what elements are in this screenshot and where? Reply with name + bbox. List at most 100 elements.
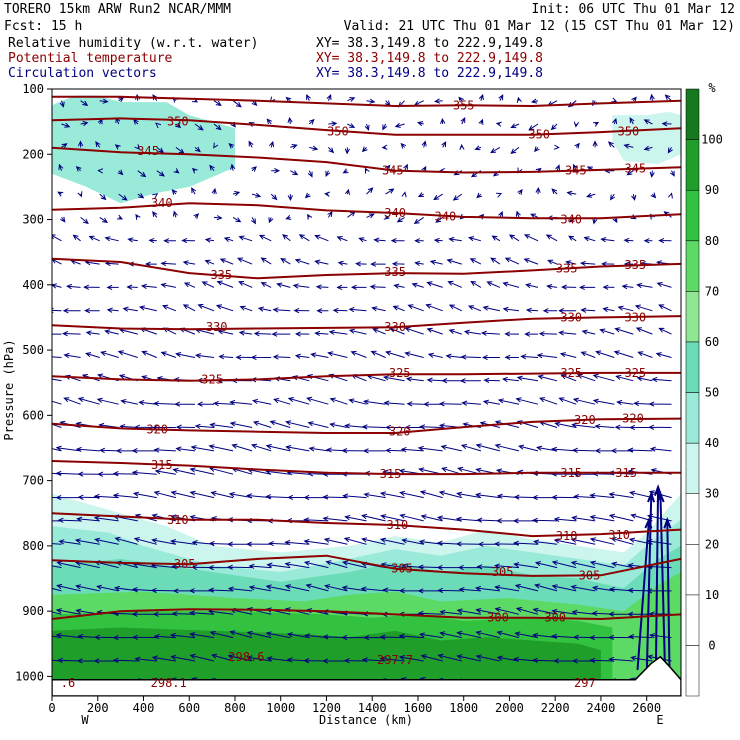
- vector-arrow: [314, 330, 329, 337]
- vector-arrow: [459, 378, 481, 384]
- vector-arrow: [209, 422, 234, 428]
- vector-arrow: [602, 284, 615, 290]
- y-tick-label: 400: [22, 278, 44, 292]
- vector-arrow: [56, 560, 81, 569]
- y-tick-label: 1000: [15, 669, 44, 683]
- vector-arrow: [498, 94, 504, 101]
- vector-arrow: [591, 585, 615, 592]
- vector-arrow: [348, 328, 367, 335]
- theta-label: 345: [137, 144, 159, 158]
- vector-arrow: [589, 537, 615, 545]
- vector-arrow: [306, 396, 329, 405]
- theta-contour-355: [52, 95, 681, 108]
- vector-arrow: [112, 471, 138, 477]
- vector-arrow: [452, 193, 463, 201]
- vector-arrow: [406, 401, 424, 407]
- vector-arrow: [170, 539, 196, 545]
- vector-arrow: [609, 193, 616, 201]
- vector-arrow: [52, 283, 62, 289]
- vector-arrow: [342, 168, 349, 174]
- vector-arrow: [307, 170, 313, 178]
- vector-arrow: [456, 630, 482, 639]
- vector-arrow: [493, 541, 520, 547]
- theta-contour-350: [52, 117, 681, 136]
- vector-arrow: [194, 353, 215, 359]
- vector-arrow: [170, 490, 196, 499]
- vector-arrow: [538, 331, 558, 337]
- vector-arrow: [276, 282, 291, 288]
- vector-arrow: [314, 234, 329, 242]
- vector-arrow: [617, 305, 634, 312]
- vector-arrow: [266, 118, 273, 125]
- humidity-fill-layer: [52, 95, 681, 680]
- vector-arrow: [83, 284, 100, 290]
- vector-arrow: [486, 281, 501, 288]
- vector-arrow: [458, 587, 481, 593]
- vector-arrow: [482, 399, 500, 405]
- vector-arrow: [551, 633, 577, 639]
- vector-arrow: [213, 142, 219, 149]
- vector-arrow: [404, 327, 424, 335]
- vector-arrow: [344, 147, 350, 155]
- vector-arrow: [52, 543, 62, 545]
- vector-arrow: [80, 100, 89, 106]
- x-axis: 0 200 400 600 800 1000 1200 1400 1600 1800 2000 220…: [48, 696, 661, 715]
- vector-arrow: [251, 192, 262, 198]
- vector-arrow: [325, 560, 348, 569]
- vector-arrow: [636, 282, 653, 289]
- vector-arrow: [437, 587, 462, 594]
- vector-arrow: [568, 235, 577, 242]
- vector-arrow: [138, 305, 157, 312]
- vector-arrow: [361, 537, 386, 545]
- colorbar-tick-label: 20: [705, 537, 719, 551]
- vector-arrow: [525, 307, 539, 313]
- theta-label: 345: [565, 164, 587, 178]
- theta-contour-315: [52, 460, 681, 476]
- vector-arrow: [478, 118, 484, 125]
- vector-arrow: [52, 659, 62, 662]
- theta-label-layer: 355 350 350 350 350 345 345 345 345 340 340 340 340 3…: [61, 98, 646, 690]
- vector-arrow: [607, 141, 615, 148]
- vector-arrow: [360, 586, 386, 592]
- vector-arrow: [417, 445, 443, 452]
- vector-arrow: [475, 654, 501, 662]
- vector-arrow: [448, 236, 462, 243]
- vector-arrow: [574, 142, 580, 149]
- vector-arrow: [554, 421, 577, 428]
- vector-arrow: [480, 330, 500, 336]
- updraft-arrow: [636, 516, 653, 670]
- vector-arrow: [204, 237, 215, 243]
- vector-arrow: [122, 306, 138, 312]
- vector-arrow: [169, 632, 196, 639]
- vector-arrow: [211, 187, 217, 195]
- theta-label: 305: [492, 565, 514, 579]
- vector-arrow: [246, 655, 272, 662]
- vector-arrow: [459, 143, 465, 150]
- vector-arrow: [208, 444, 234, 452]
- vector-arrow: [175, 352, 196, 358]
- vector-arrow: [238, 235, 253, 242]
- vector-arrow: [191, 187, 197, 195]
- vector-arrow: [495, 121, 502, 127]
- vector-arrow: [131, 470, 157, 476]
- vector-arrow: [379, 656, 405, 662]
- vector-arrow: [475, 443, 501, 452]
- theta-contour-300: [52, 608, 681, 621]
- vector-arrow: [436, 515, 462, 522]
- vector-arrow: [347, 123, 356, 128]
- field-label-theta: Potential temperature: [8, 51, 173, 66]
- vector-arrow: [132, 491, 157, 499]
- vector-arrow: [437, 653, 462, 662]
- field-xy-theta: XY= 38.3,149.8 to 222.9,149.8: [316, 51, 543, 66]
- vector-arrow: [379, 537, 405, 545]
- vector-arrow: [328, 147, 335, 154]
- vector-arrow: [493, 563, 520, 569]
- vector-arrow: [427, 352, 443, 358]
- theta-label: 350: [327, 124, 349, 138]
- theta-label: 320: [389, 425, 411, 439]
- vector-arrow: [251, 217, 256, 225]
- vector-arrow: [491, 235, 501, 242]
- vector-arrow: [271, 168, 281, 174]
- vector-arrow: [171, 564, 196, 570]
- plot-area: 355 350 350 350 350 345 345 345 345 340 340 340 340 3…: [51, 88, 682, 697]
